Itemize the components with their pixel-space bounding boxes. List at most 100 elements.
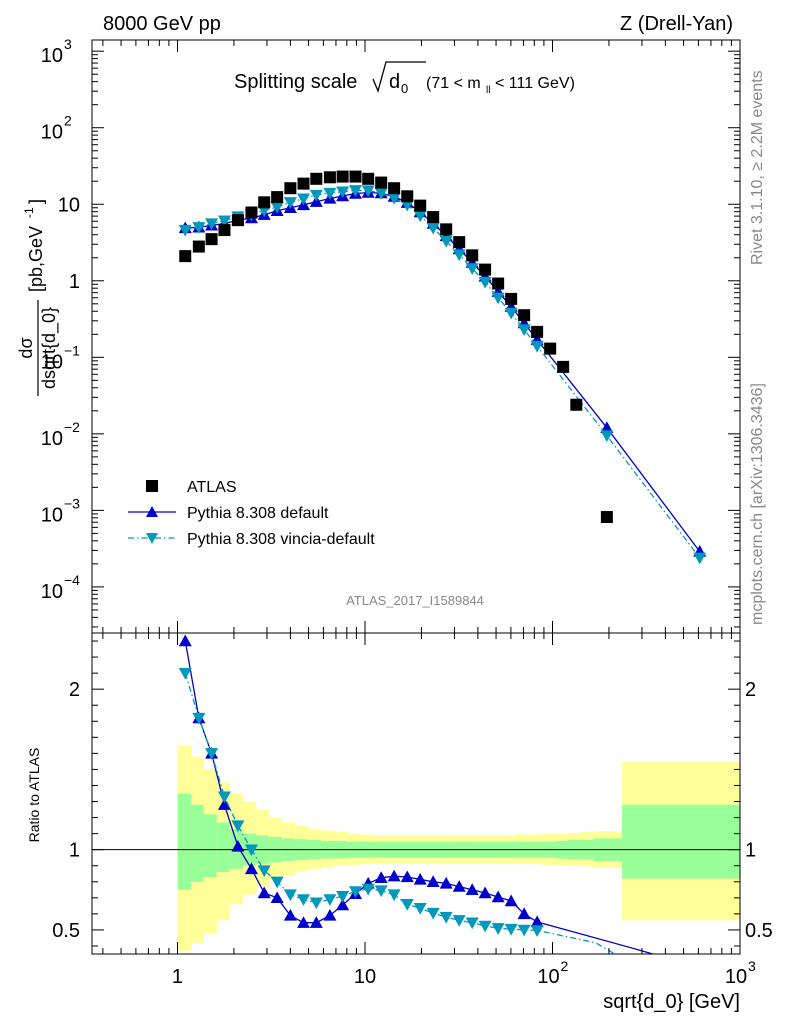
legend-vincia-label: Pythia 8.308 vincia-default <box>187 531 375 548</box>
vincia-main-marker <box>178 224 192 237</box>
vincia-ratio-marker <box>400 899 414 911</box>
default-main-line <box>185 191 701 552</box>
vincia-main-marker <box>400 199 414 212</box>
default-ratio-marker <box>257 886 271 899</box>
vincia-main-marker <box>600 430 614 443</box>
x-axis-label: sqrt{d_0} [GeV] <box>603 991 740 1013</box>
default-ratio-marker <box>178 634 192 647</box>
ylabel-unit-exp: -1 <box>22 207 36 218</box>
atlas-data-point <box>544 342 557 355</box>
vincia-ratio-marker <box>217 791 231 804</box>
default-ratio-marker <box>439 876 453 889</box>
title-sqrt-sign <box>372 61 426 93</box>
vincia-main-marker <box>192 222 206 234</box>
vincia-main-marker <box>465 263 479 275</box>
atlas-data-point <box>600 510 613 523</box>
legend-atlas-marker <box>146 480 158 492</box>
vincia-ratio-marker <box>361 883 375 896</box>
atlas-data-point <box>245 206 258 219</box>
ylabel-numerator: dσ <box>16 337 36 358</box>
vincia-main-marker <box>349 185 363 197</box>
default-ratio-marker <box>517 907 531 920</box>
y-tick-label-main: 10 <box>58 194 80 216</box>
analysis-tag: ATLAS_2017_I1589844 <box>346 593 484 608</box>
vincia-main-marker <box>478 276 492 289</box>
atlas-data-point <box>336 170 349 183</box>
x-tick-label: 10 <box>537 966 559 988</box>
vincia-ratio-marker <box>178 667 192 680</box>
default-ratio-marker <box>426 875 440 887</box>
legend-default-label: Pythia 8.308 default <box>187 505 329 522</box>
default-ratio-marker <box>336 898 350 911</box>
atlas-data-point <box>310 172 323 185</box>
default-ratio-marker <box>270 891 284 904</box>
atlas-data-point <box>401 190 414 203</box>
x-tick-label: 10 <box>725 966 747 988</box>
default-ratio-marker <box>400 870 414 883</box>
vincia-main-marker <box>517 324 531 337</box>
vincia-ratio-marker <box>491 923 505 935</box>
ratio-y-axis-label: Ratio to ATLAS <box>26 748 42 843</box>
vincia-main-line <box>185 189 701 559</box>
atlas-data-point <box>518 309 531 322</box>
vincia-ratio-marker <box>349 886 363 898</box>
atlas-data-point <box>570 398 583 411</box>
mcplots-label: mcplots.cern.ch [arXiv:1306.3436] <box>749 383 766 625</box>
default-ratio-marker <box>374 871 388 883</box>
vincia-main-marker <box>374 187 388 200</box>
ratio-panel-series <box>178 634 656 954</box>
vincia-ratio-marker <box>205 748 219 760</box>
default-ratio-marker <box>465 883 479 895</box>
vincia-ratio-marker <box>374 885 388 898</box>
band-inner-bin <box>216 822 231 873</box>
vincia-ratio-marker <box>387 889 401 902</box>
vincia-ratio-marker <box>426 907 440 920</box>
default-ratio-marker <box>413 872 427 885</box>
legend-vincia-marker <box>146 533 158 544</box>
y-tick-label-ratio-right: 2 <box>745 679 756 701</box>
band-inner-bin <box>190 804 205 882</box>
vincia-ratio-marker <box>323 894 337 906</box>
vincia-main-marker <box>413 210 427 223</box>
y-tick-label-main: 10 <box>41 504 63 526</box>
vincia-ratio-marker <box>297 894 311 906</box>
y-tick-label-main: 10 <box>41 428 63 450</box>
atlas-data-point <box>271 191 284 204</box>
y-tick-label-main-exp: 3 <box>64 36 72 52</box>
vincia-main-marker <box>217 215 231 228</box>
atlas-data-point <box>440 223 453 236</box>
main-panel-series <box>178 170 707 565</box>
atlas-data-point <box>531 325 544 338</box>
ylabel-unit-post: ] <box>26 199 46 204</box>
atlas-data-point <box>323 171 336 184</box>
atlas-data-point <box>557 360 570 373</box>
ratio-panel-frame <box>91 632 741 955</box>
default-ratio-marker <box>217 798 231 810</box>
atlas-data-point <box>427 211 440 224</box>
vincia-ratio-marker <box>517 924 531 937</box>
atlas-data-point <box>388 182 401 195</box>
y-tick-label-ratio: 0.5 <box>52 920 80 942</box>
vincia-main-marker <box>426 222 440 235</box>
y-tick-label-main: 10 <box>41 45 63 67</box>
y-tick-label-main: 10 <box>41 581 63 603</box>
vincia-ratio-marker <box>530 925 544 937</box>
vincia-ratio-marker <box>336 891 350 903</box>
legend-default-marker <box>146 506 158 517</box>
atlas-data-point <box>258 196 271 209</box>
y-tick-label-main-exp: 2 <box>64 113 72 129</box>
band-inner-bin <box>177 793 192 890</box>
rivet-version-label: Rivet 3.1.10, ≥ 2.2M events <box>749 70 766 265</box>
vincia-ratio-marker <box>413 903 427 915</box>
band-inner-bin <box>622 804 740 879</box>
vincia-ratio-marker <box>270 876 284 889</box>
x-tick-label: 10 <box>354 966 376 988</box>
vincia-main-marker <box>297 193 311 206</box>
vincia-main-marker <box>693 552 707 565</box>
x-tick-label: 1 <box>172 966 183 988</box>
header-left-label: 8000 GeV pp <box>103 13 221 35</box>
default-ratio-marker <box>504 894 518 907</box>
vincia-main-marker <box>452 249 466 262</box>
